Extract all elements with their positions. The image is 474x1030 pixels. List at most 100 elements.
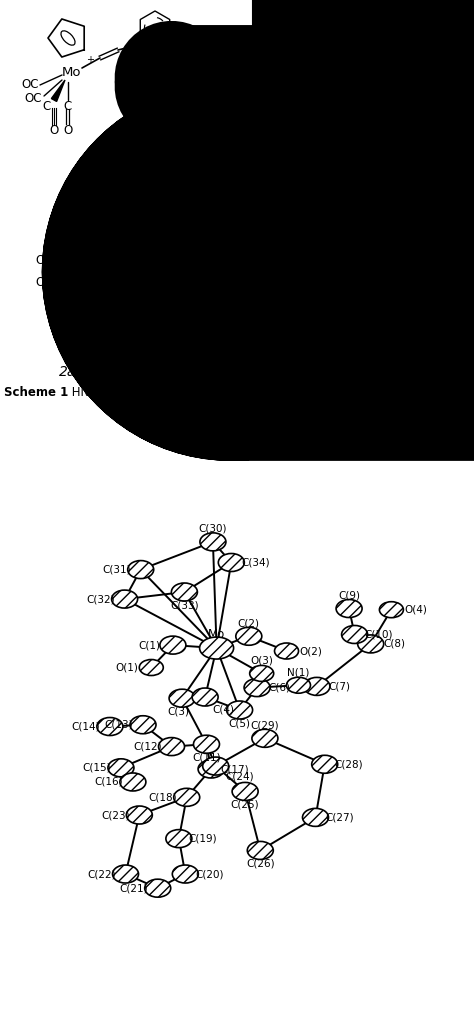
Text: C(19): C(19)	[189, 833, 217, 844]
Text: NR$_2$: NR$_2$	[344, 121, 366, 136]
Text: O(1): O(1)	[116, 662, 139, 673]
Text: C(13): C(13)	[105, 720, 133, 729]
Text: C(16): C(16)	[95, 777, 123, 787]
Text: C(11): C(11)	[192, 752, 221, 762]
Text: C(7): C(7)	[328, 682, 350, 691]
Text: C(9): C(9)	[338, 590, 360, 600]
Ellipse shape	[286, 677, 310, 693]
Text: C(5): C(5)	[228, 718, 251, 728]
Ellipse shape	[252, 729, 278, 748]
Text: O=: O=	[322, 109, 342, 123]
Text: O: O	[49, 125, 59, 137]
Text: , morpholine: , morpholine	[190, 386, 268, 400]
Text: C(34): C(34)	[241, 557, 270, 568]
Text: OC: OC	[35, 254, 53, 268]
Text: C(12): C(12)	[133, 742, 162, 752]
Text: N–R: N–R	[161, 262, 183, 275]
Text: C(22): C(22)	[87, 869, 116, 879]
Text: OC: OC	[35, 276, 53, 289]
Ellipse shape	[219, 553, 244, 572]
Ellipse shape	[128, 560, 154, 579]
Ellipse shape	[227, 701, 253, 719]
Text: C(10): C(10)	[365, 629, 393, 640]
Ellipse shape	[139, 659, 163, 676]
Ellipse shape	[358, 634, 383, 653]
Text: C(20): C(20)	[195, 869, 224, 879]
Text: O(4): O(4)	[404, 605, 427, 615]
Text: Mo: Mo	[338, 59, 358, 71]
Text: NR$_2$: NR$_2$	[337, 295, 360, 310]
Ellipse shape	[200, 533, 226, 551]
Text: 1: 1	[90, 153, 100, 171]
Ellipse shape	[342, 625, 368, 644]
Ellipse shape	[302, 809, 328, 826]
Text: Mo: Mo	[268, 236, 288, 248]
Text: 2: 2	[97, 392, 103, 402]
Text: Mo: Mo	[208, 627, 225, 641]
Text: C(29): C(29)	[251, 720, 279, 730]
Text: R: R	[177, 283, 185, 297]
Ellipse shape	[244, 679, 270, 696]
Text: C: C	[64, 100, 72, 112]
Text: H: H	[258, 274, 266, 284]
Ellipse shape	[336, 599, 362, 618]
Ellipse shape	[97, 718, 123, 735]
Text: a: a	[183, 386, 191, 400]
Text: O(3): O(3)	[250, 655, 273, 665]
Ellipse shape	[173, 788, 200, 806]
Text: C(32): C(32)	[86, 594, 115, 604]
Text: 4a–c: 4a–c	[344, 154, 376, 169]
Ellipse shape	[145, 880, 171, 897]
Text: OC: OC	[24, 93, 42, 105]
Ellipse shape	[203, 757, 228, 775]
Ellipse shape	[198, 760, 224, 778]
Text: Scheme 1: Scheme 1	[4, 386, 68, 400]
Text: C(14): C(14)	[72, 722, 100, 731]
Text: C(1): C(1)	[138, 640, 160, 650]
Text: b: b	[263, 386, 272, 400]
Ellipse shape	[236, 627, 262, 645]
Ellipse shape	[108, 759, 134, 777]
Ellipse shape	[232, 783, 258, 800]
Text: C(31): C(31)	[102, 564, 131, 575]
Ellipse shape	[173, 865, 198, 883]
Ellipse shape	[192, 688, 218, 706]
Text: C(21): C(21)	[119, 883, 148, 893]
Ellipse shape	[111, 590, 137, 608]
Text: C(4): C(4)	[212, 705, 234, 714]
Ellipse shape	[120, 772, 146, 791]
Text: Mo: Mo	[82, 262, 102, 275]
Text: O(2): O(2)	[299, 646, 322, 656]
Text: C(25): C(25)	[231, 799, 259, 810]
Ellipse shape	[200, 637, 234, 659]
Text: C(33): C(33)	[170, 600, 199, 610]
Ellipse shape	[158, 737, 184, 756]
Text: +: +	[86, 55, 94, 65]
Ellipse shape	[172, 583, 197, 600]
Text: C(26): C(26)	[246, 858, 274, 868]
Text: or dimethylamine: or dimethylamine	[270, 386, 383, 400]
Text: C(15): C(15)	[82, 763, 111, 772]
Text: Mo: Mo	[62, 66, 82, 78]
Text: N(1): N(1)	[287, 667, 310, 677]
Ellipse shape	[247, 842, 273, 859]
Text: C(24): C(24)	[225, 771, 254, 781]
Ellipse shape	[126, 806, 152, 824]
Text: O:C: O:C	[328, 281, 348, 295]
Ellipse shape	[304, 678, 330, 695]
Text: C(17): C(17)	[221, 764, 249, 774]
Text: OC: OC	[21, 78, 39, 92]
Text: O: O	[64, 124, 73, 137]
Polygon shape	[51, 80, 65, 101]
Text: C(23): C(23)	[101, 810, 129, 820]
Text: 2a–c: 2a–c	[59, 365, 91, 379]
Text: +HNR$_2$: +HNR$_2$	[225, 74, 271, 90]
Text: OC: OC	[287, 46, 305, 60]
Text: C(2): C(2)	[238, 618, 260, 628]
Ellipse shape	[274, 643, 299, 659]
Ellipse shape	[160, 637, 186, 654]
Ellipse shape	[169, 689, 195, 708]
Ellipse shape	[166, 829, 192, 848]
Text: C(3): C(3)	[167, 707, 189, 716]
Text: C(28): C(28)	[334, 759, 363, 769]
